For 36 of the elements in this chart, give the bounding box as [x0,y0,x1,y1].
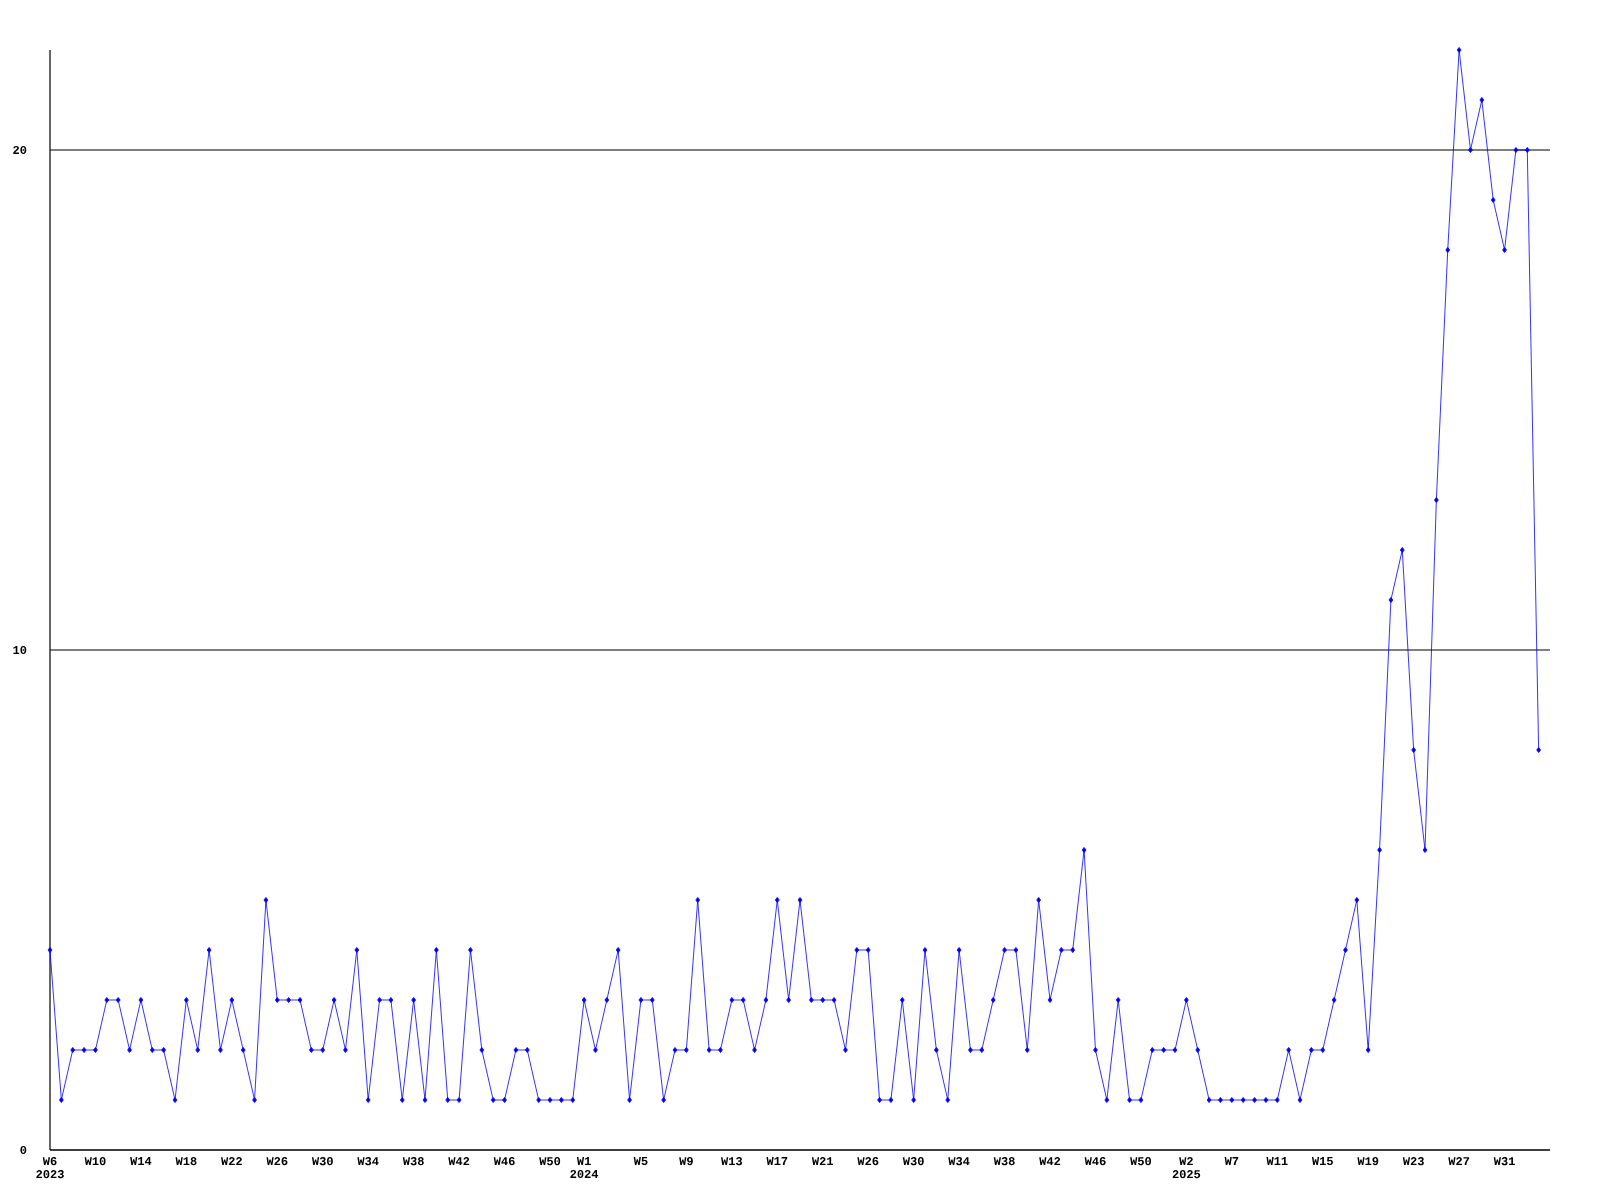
x-tick-label: W46 [493,1157,515,1166]
x-tick-label: W15 [1311,1157,1333,1166]
x-tick-label: W2 2025 [1172,1157,1201,1179]
x-tick-label: W14 [130,1157,152,1165]
x-tick-label: W30 [311,1157,333,1166]
x-tick-label: W6 2023 [36,1157,64,1179]
x-tick-label: W50 [539,1157,561,1166]
x-tick-label: W34 [357,1157,379,1166]
x-tick-label: W46 [1084,1157,1106,1166]
x-tick-label: W30 [902,1157,924,1166]
y-tick-label: 20 [13,145,27,155]
x-tick-label: W38 [402,1157,424,1166]
x-tick-label: W1 2024 [570,1157,599,1179]
x-tick-label: W34 [948,1157,970,1166]
x-tick-label: W42 [1039,1157,1061,1166]
x-tick-label: W7 [1224,1157,1239,1165]
x-tick-label: W38 [993,1157,1015,1166]
x-tick-label: W18 [175,1157,197,1166]
x-tick-label: W26 [857,1157,879,1166]
x-tick-label: W5 [633,1157,648,1166]
x-tick-label: W13 [721,1157,743,1166]
x-tick-label: W11 [1266,1157,1288,1165]
x-tick-label: W22 [221,1157,242,1166]
x-tick-label: W42 [448,1157,470,1166]
x-tick-label: W23 [1402,1157,1424,1166]
x-tick-label: W10 [84,1157,106,1166]
x-tick-label: W21 [811,1157,834,1166]
x-tick-label: W50 [1130,1157,1152,1166]
x-tick-label: W17 [766,1157,788,1165]
x-tick-label: W27 [1448,1157,1470,1166]
y-tick-label: 0 [20,1145,27,1155]
y-tick-label: 10 [13,645,27,655]
x-tick-label: W31 [1493,1157,1515,1166]
x-tick-label: W9 [679,1157,693,1166]
x-tick-label: W19 [1357,1157,1379,1166]
x-tick-label: W26 [266,1157,288,1166]
